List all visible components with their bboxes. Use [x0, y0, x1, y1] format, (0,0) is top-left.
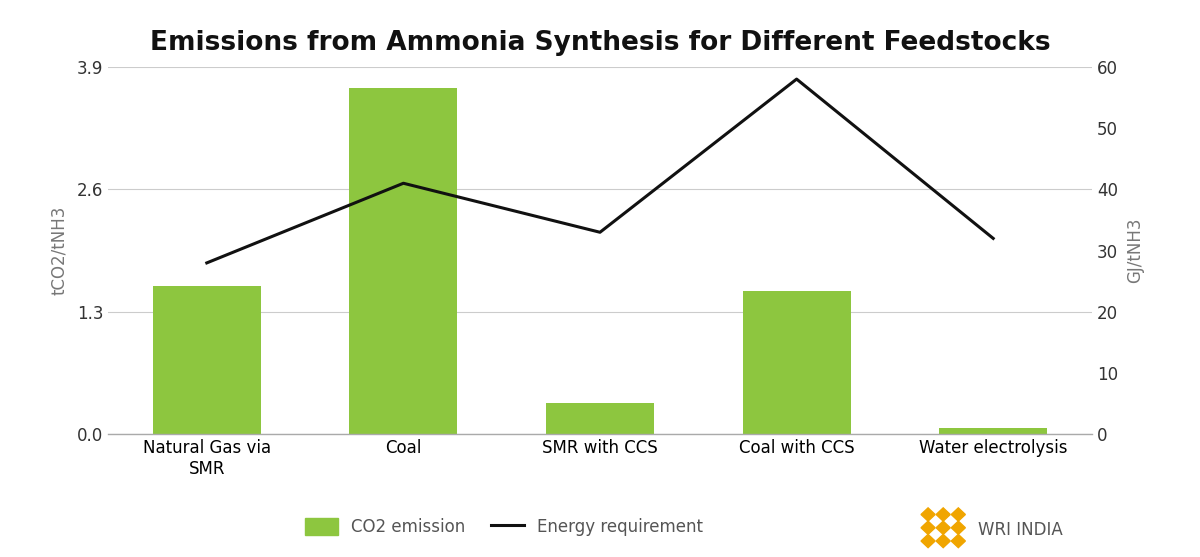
Bar	[546, 403, 654, 434]
Polygon shape	[936, 534, 950, 548]
Polygon shape	[936, 508, 950, 521]
Polygon shape	[922, 534, 935, 548]
Bar	[940, 428, 1048, 434]
Legend: CO2 emission, Energy requirement: CO2 emission, Energy requirement	[298, 511, 710, 543]
Polygon shape	[936, 521, 950, 534]
Polygon shape	[922, 508, 935, 521]
Bar	[152, 286, 260, 434]
Y-axis label: GJ/tNH3: GJ/tNH3	[1127, 218, 1145, 284]
Bar	[743, 291, 851, 434]
Polygon shape	[952, 521, 965, 534]
Polygon shape	[952, 534, 965, 548]
Title: Emissions from Ammonia Synthesis for Different Feedstocks: Emissions from Ammonia Synthesis for Dif…	[150, 30, 1050, 56]
Bar	[349, 87, 457, 434]
Polygon shape	[952, 508, 965, 521]
Y-axis label: tCO2/tNH3: tCO2/tNH3	[50, 206, 68, 295]
Polygon shape	[922, 521, 935, 534]
Text: WRI INDIA: WRI INDIA	[978, 521, 1063, 539]
